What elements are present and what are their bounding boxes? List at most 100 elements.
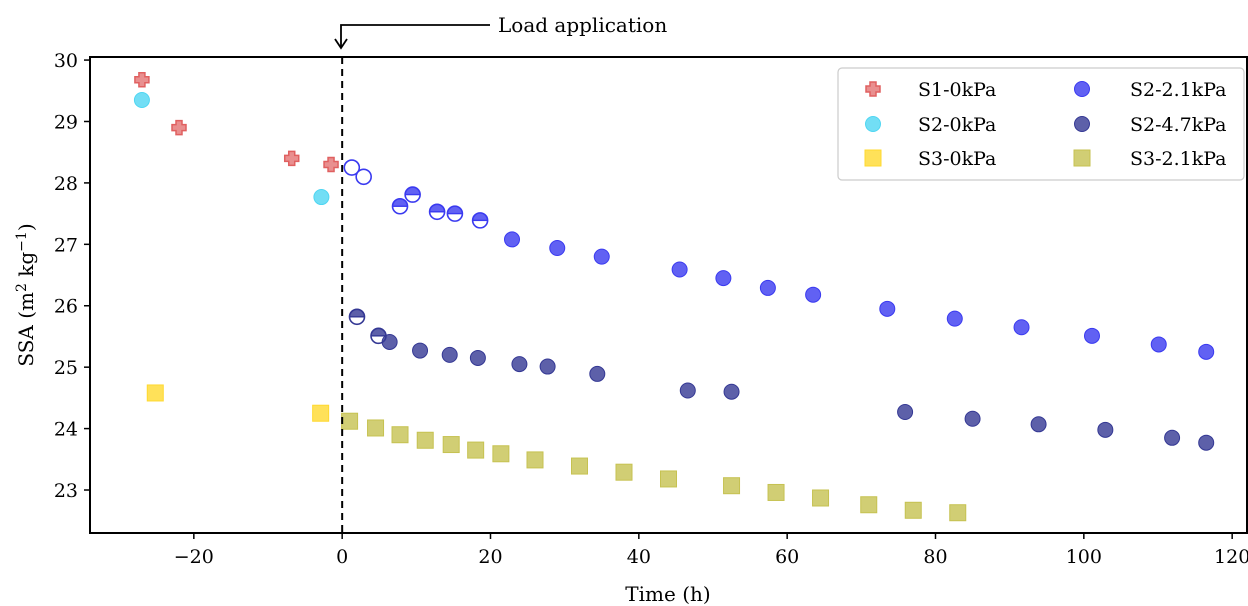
data-point (341, 412, 359, 430)
data-point (467, 441, 485, 459)
x-tick-label: −20 (174, 546, 214, 568)
y-tick-label: 27 (54, 234, 78, 256)
data-point (391, 197, 409, 215)
data-point (715, 270, 732, 287)
data-point (355, 168, 372, 186)
x-tick-label: 60 (775, 546, 799, 568)
data-point (589, 365, 606, 382)
data-point (946, 310, 963, 327)
legend: S1-0kPa S2-0kPa S3-0kPa S2-2.1kPa S2-4.7kPa S… (837, 67, 1245, 181)
data-point (723, 477, 741, 495)
data-point (904, 501, 922, 519)
legend-entry: S2-4.7kPa (1074, 114, 1227, 136)
data-point (526, 451, 544, 469)
data-point (343, 159, 361, 176)
data-point (134, 71, 150, 88)
data-point (404, 186, 421, 203)
data-point (428, 203, 446, 221)
legend-marker (865, 81, 881, 97)
data-point (133, 91, 150, 108)
data-point (446, 205, 464, 222)
data-point (469, 349, 486, 366)
x-tick-label: 120 (1214, 546, 1248, 568)
plot-marks (133, 71, 1215, 522)
data-point (492, 445, 510, 463)
legend-entry: S2-2.1kPa (1074, 79, 1227, 101)
y-tick-label: 30 (54, 50, 78, 72)
data-point (283, 150, 300, 167)
x-axis-ticks: −20 0 20 40 60 80 100 120 (174, 533, 1248, 568)
series-S2-2.1kPa (343, 159, 1215, 360)
legend-label: S2-0kPa (918, 114, 996, 136)
y-tick-label: 23 (54, 480, 78, 502)
legend-label: S1-0kPa (918, 79, 996, 101)
data-point (571, 457, 588, 475)
data-point (511, 356, 528, 373)
data-point (441, 346, 458, 363)
data-point (348, 308, 366, 326)
data-point (442, 436, 460, 454)
data-point (381, 333, 398, 350)
data-point (767, 483, 785, 501)
data-point (671, 261, 688, 278)
data-point (897, 404, 914, 421)
legend-entry: S3-2.1kPa (1073, 148, 1227, 170)
data-point (391, 426, 409, 444)
series-S3-2.1kPa (341, 412, 967, 522)
legend-marker (1073, 149, 1091, 167)
data-point (964, 410, 981, 427)
x-tick-label: 80 (923, 546, 947, 568)
data-point (1198, 343, 1215, 360)
x-axis-label: Time (h) (625, 582, 710, 606)
data-point (1164, 429, 1181, 446)
x-tick-label: 20 (478, 546, 502, 568)
data-point (367, 419, 385, 437)
y-tick-label: 28 (54, 173, 78, 195)
y-tick-label: 29 (54, 111, 78, 133)
legend-label: S3-0kPa (918, 148, 996, 170)
series-S3-0kPa (146, 384, 330, 422)
data-point (146, 384, 164, 402)
data-point (313, 189, 330, 206)
plot-frame (89, 56, 1248, 534)
legend-marker (865, 116, 881, 132)
data-point (171, 119, 187, 136)
data-point (879, 300, 896, 317)
data-point (412, 342, 429, 359)
data-point (805, 286, 822, 303)
data-point (1013, 319, 1030, 336)
y-axis-label: SSA (m2 kg−1) (14, 223, 38, 366)
data-point (615, 463, 633, 481)
data-point (860, 496, 878, 514)
legend-marker (864, 149, 882, 167)
x-tick-label: 0 (336, 546, 348, 568)
data-point (549, 240, 566, 257)
annotation-text: Load application (498, 13, 667, 37)
legend-box (837, 67, 1245, 181)
legend-marker (1074, 81, 1090, 97)
legend-entry: S3-0kPa (864, 148, 996, 170)
legend-label: S2-2.1kPa (1130, 79, 1227, 101)
data-point (323, 156, 339, 173)
y-tick-label: 26 (54, 296, 78, 318)
data-point (1097, 421, 1114, 438)
legend-entry: S2-0kPa (865, 114, 996, 136)
data-point (416, 431, 434, 449)
annotation-arrow (340, 24, 490, 47)
data-point (1198, 434, 1215, 451)
legend-entries: S1-0kPa S2-0kPa S3-0kPa S2-2.1kPa S2-4.7kPa S… (864, 79, 1227, 170)
data-point (593, 248, 610, 265)
series-S1-0kPa (134, 71, 339, 173)
data-point (1030, 416, 1047, 433)
legend-marker (1074, 116, 1090, 132)
load-application-annotation: Load application (334, 13, 667, 50)
data-point (539, 358, 556, 375)
data-point (1083, 327, 1100, 344)
legend-label: S2-4.7kPa (1130, 114, 1227, 136)
legend-entry: S1-0kPa (865, 79, 996, 101)
data-point (679, 382, 696, 399)
data-point (949, 504, 967, 522)
data-point (504, 231, 521, 248)
x-tick-label: 100 (1066, 546, 1102, 568)
x-tick-label: 40 (627, 546, 651, 568)
